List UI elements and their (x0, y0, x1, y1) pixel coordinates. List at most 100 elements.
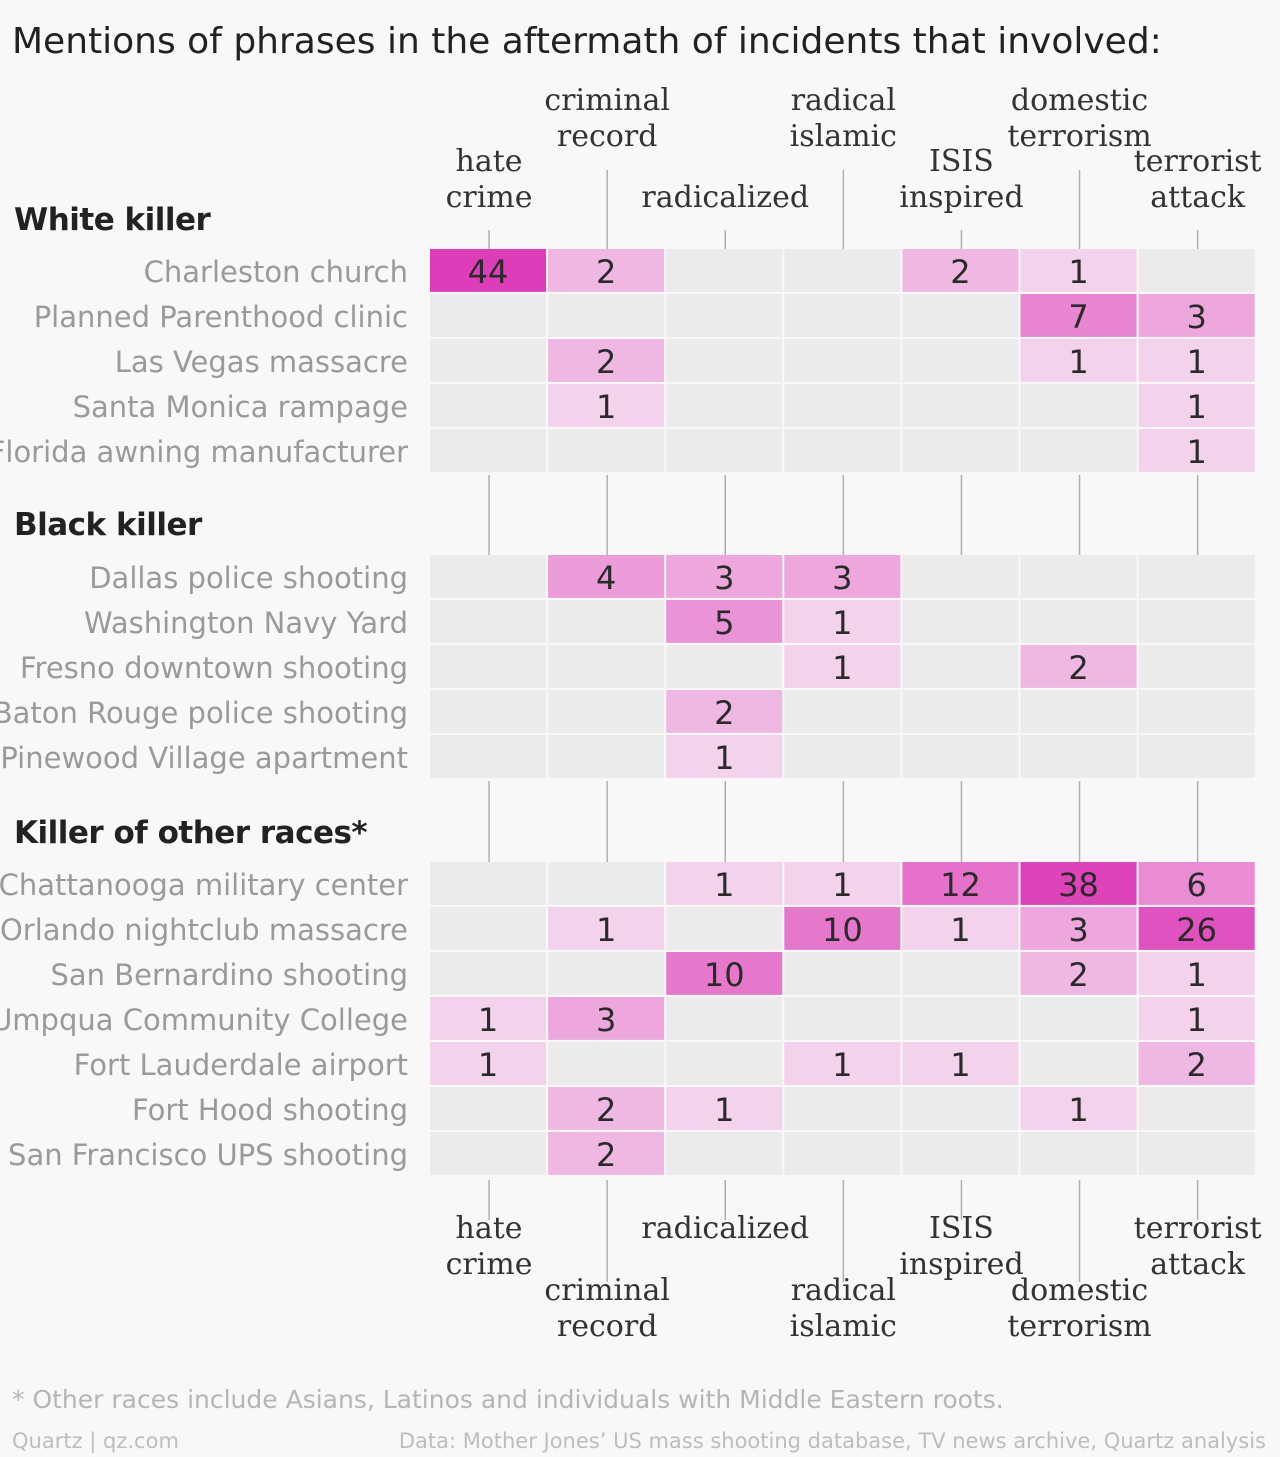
heatmap-cell (784, 294, 901, 337)
heatmap-cell (430, 555, 547, 598)
heatmap-cell (548, 339, 665, 382)
heatmap-cell (784, 1132, 901, 1175)
column-header-bottom: domestic terrorism (1007, 1273, 1151, 1344)
cell-value: 1 (714, 739, 734, 777)
heatmap-cell (902, 1087, 1019, 1130)
column-header-top: radicalized (641, 180, 809, 215)
heatmap-cell (430, 1132, 547, 1175)
heatmap-cell (548, 600, 665, 643)
row-label: Fresno downtown shooting (20, 651, 408, 685)
cell-value: 1 (1186, 1001, 1206, 1039)
heatmap-cell (666, 862, 783, 905)
cell-value: 1 (596, 388, 616, 426)
heatmap-cell (902, 907, 1019, 950)
cell-value: 2 (714, 694, 734, 732)
heatmap-cell (430, 429, 547, 472)
heatmap-cell (430, 384, 547, 427)
heatmap-cell (1138, 339, 1255, 382)
cell-value: 2 (596, 343, 616, 381)
heatmap-cell (902, 690, 1019, 733)
section-heading: White killer (14, 202, 212, 238)
heatmap-cell (1020, 645, 1137, 688)
footnote: * Other races include Asians, Latinos an… (12, 1385, 1004, 1414)
column-header-bottom: radicalized (641, 1211, 809, 1246)
heatmap-cell (784, 690, 901, 733)
cell-value: 1 (1186, 433, 1206, 471)
heatmap-cell (902, 1042, 1019, 1085)
heatmap-cell (1020, 997, 1137, 1040)
heatmap-cell (430, 294, 547, 337)
heatmap-cell (902, 339, 1019, 382)
heatmap-cell (666, 997, 783, 1040)
row-label: Fort Lauderdale airport (74, 1048, 408, 1082)
cell-value: 5 (714, 604, 734, 642)
heatmap-cell (902, 862, 1019, 905)
heatmap-cell (902, 997, 1019, 1040)
heatmap-cell (666, 952, 783, 995)
cell-value: 1 (950, 1046, 970, 1084)
cell-value: 2 (596, 1091, 616, 1129)
row-label: Planned Parenthood clinic (34, 300, 408, 334)
heatmap-cell (1138, 249, 1255, 292)
cell-value: 1 (1068, 343, 1088, 381)
heatmap-cell (784, 997, 901, 1040)
heatmap-cell (548, 555, 665, 598)
heatmap-cell (666, 1132, 783, 1175)
heatmap-cell (784, 907, 901, 950)
heatmap-cell (902, 952, 1019, 995)
row-label: Pinewood Village apartment (0, 741, 408, 775)
heatmap-cell (1020, 249, 1137, 292)
row-label: Chattanooga military center (0, 868, 408, 902)
heatmap-cell (1020, 907, 1137, 950)
heatmap-cell (1020, 952, 1137, 995)
heatmap-cell (784, 1042, 901, 1085)
cell-value: 1 (1186, 343, 1206, 381)
heatmap-cell (548, 1087, 665, 1130)
row-label: Fort Hood shooting (132, 1093, 408, 1127)
heatmap-cell (666, 249, 783, 292)
heatmap-cell (666, 600, 783, 643)
column-header-top: hate crime (446, 144, 533, 215)
cell-value: 1 (1186, 388, 1206, 426)
cell-value: 1 (832, 649, 852, 687)
heatmap-cell (1020, 862, 1137, 905)
heatmap-cell (430, 249, 547, 292)
heatmap-cell (1020, 555, 1137, 598)
heatmap-cell (902, 1132, 1019, 1175)
heatmap-cell (548, 1132, 665, 1175)
heatmap-cell (430, 952, 547, 995)
heatmap-cell (784, 862, 901, 905)
cell-value: 1 (478, 1046, 498, 1084)
cell-value: 1 (596, 911, 616, 949)
row-label: Charleston church (144, 255, 408, 289)
row-label: Umpqua Community College (0, 1003, 408, 1037)
heatmap-cell (1138, 735, 1255, 778)
row-label: Florida awning manufacturer (0, 435, 408, 469)
cell-value: 3 (1186, 298, 1206, 336)
row-label: Dallas police shooting (89, 561, 408, 595)
heatmap-cell (902, 600, 1019, 643)
heatmap-cell (1020, 429, 1137, 472)
heatmap-cell (902, 384, 1019, 427)
heatmap-cell (1020, 1132, 1137, 1175)
cell-value: 26 (1176, 911, 1217, 949)
cell-value: 2 (1068, 956, 1088, 994)
heatmap-cell (784, 339, 901, 382)
heatmap-cell (902, 555, 1019, 598)
heatmap-cell (784, 249, 901, 292)
heatmap-cell (902, 645, 1019, 688)
heatmap-cell (666, 294, 783, 337)
section-heading: Black killer (14, 507, 203, 543)
heatmap-cell (430, 690, 547, 733)
heatmap-cell (1138, 600, 1255, 643)
row-label: San Bernardino shooting (51, 958, 409, 992)
heatmap-cell (902, 429, 1019, 472)
heatmap-cell (902, 294, 1019, 337)
heatmap-cell (548, 952, 665, 995)
heatmap-cell (666, 555, 783, 598)
heatmap-cell (1138, 429, 1255, 472)
heatmap-cell (548, 249, 665, 292)
heatmap-cell (1138, 997, 1255, 1040)
cell-value: 6 (1186, 866, 1206, 904)
row-label: Baton Rouge police shooting (0, 696, 408, 730)
